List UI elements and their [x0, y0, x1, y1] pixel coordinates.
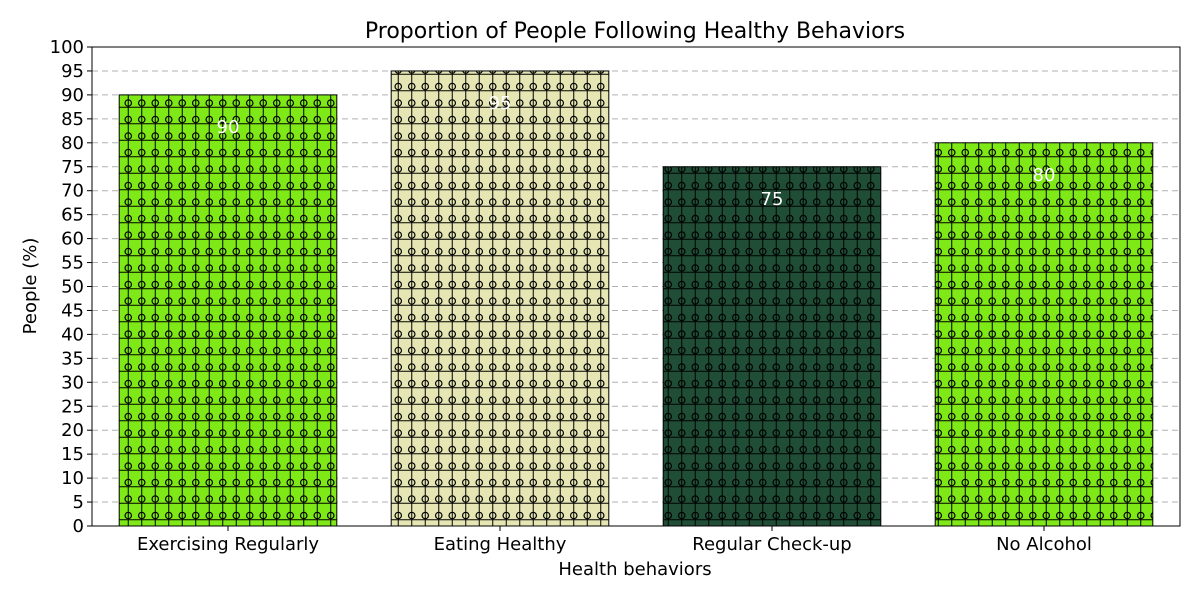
y-tick-label: 100 — [50, 37, 84, 58]
y-tick-label: 75 — [61, 157, 84, 178]
bar-1 — [118, 94, 338, 527]
y-tick-label: 50 — [61, 277, 84, 298]
y-axis-title: People (%) — [20, 238, 41, 335]
y-tick-label: 70 — [61, 181, 84, 202]
y-tick-label: 10 — [61, 468, 84, 489]
y-tick-label: 90 — [61, 85, 84, 106]
bar-3 — [662, 166, 882, 527]
y-tick-label: 20 — [61, 420, 84, 441]
plot-frame — [91, 46, 1181, 527]
y-tick-label: 80 — [61, 133, 84, 154]
y-tick-label: 25 — [61, 396, 84, 417]
x-axis-title: Health behaviors — [558, 559, 711, 580]
y-tick-label: 65 — [61, 205, 84, 226]
axes — [87, 46, 1181, 531]
bar-hatch — [934, 142, 1154, 527]
bar-value-label: 80 — [1033, 165, 1056, 186]
y-tick-label: 15 — [61, 444, 84, 465]
y-tick-label: 40 — [61, 324, 84, 345]
y-tick-label: 85 — [61, 109, 84, 130]
x-tick-label: Exercising Regularly — [137, 534, 319, 555]
y-tick-label: 35 — [61, 348, 84, 369]
y-tick-label: 5 — [73, 492, 84, 513]
bar-hatch — [118, 94, 338, 527]
bar-value-label: 90 — [217, 117, 240, 138]
bar-hatch — [390, 70, 610, 527]
y-tick-label: 45 — [61, 300, 84, 321]
bar-2 — [390, 70, 610, 527]
y-tick-label: 0 — [73, 516, 84, 537]
y-tick-label: 95 — [61, 61, 84, 82]
y-tick-label: 30 — [61, 372, 84, 393]
chart-title: Proportion of People Following Healthy B… — [365, 19, 905, 44]
bar-4 — [934, 142, 1154, 527]
x-tick-label: No Alcohol — [996, 534, 1092, 555]
y-tick-label: 55 — [61, 253, 84, 274]
bar-value-label: 95 — [489, 93, 512, 114]
y-tick-label: 60 — [61, 229, 84, 250]
x-tick-label: Regular Check-up — [692, 534, 851, 555]
x-tick-label: Eating Healthy — [434, 534, 567, 555]
bar-hatch — [662, 166, 882, 527]
bar-value-label: 75 — [761, 189, 784, 210]
bars — [118, 70, 1154, 527]
